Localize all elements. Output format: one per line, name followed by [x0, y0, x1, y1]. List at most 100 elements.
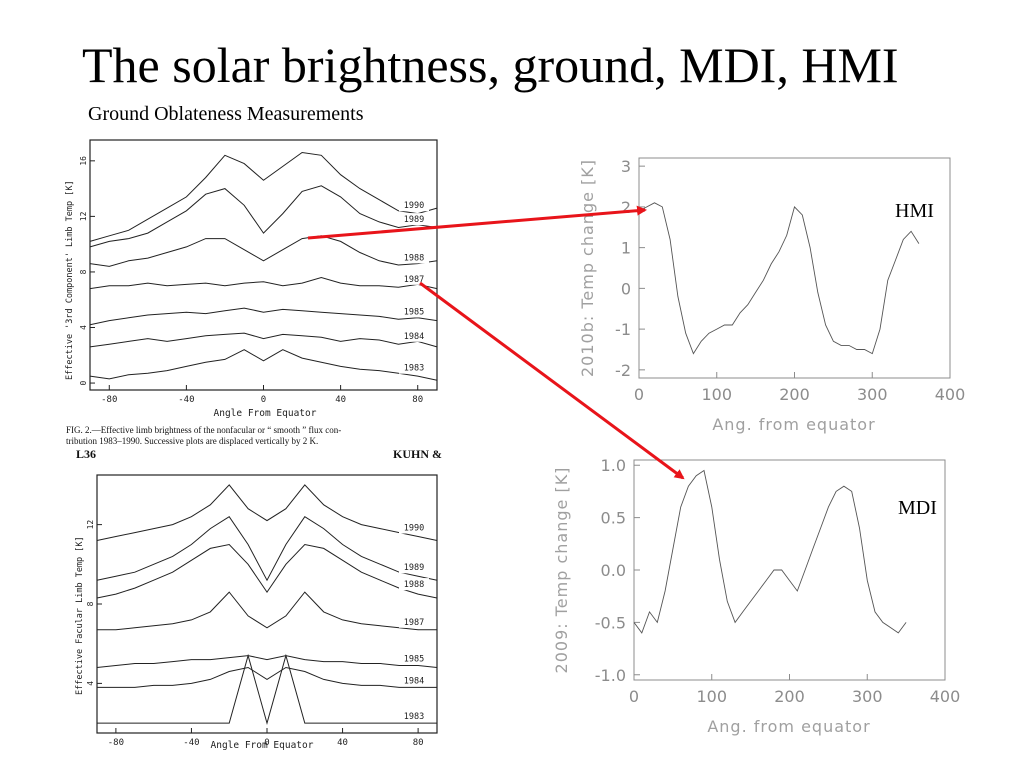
- y-tick-labels: -2 -1 0 1 2 3: [615, 157, 645, 380]
- y-tick-label-8: 8: [79, 269, 88, 274]
- series-lines: [638, 202, 920, 355]
- series-label-1988: 1988: [404, 253, 424, 263]
- series-line-1985: [89, 307, 438, 326]
- y-tick-label-0: 0: [79, 380, 88, 385]
- series-line-1983: [89, 349, 438, 381]
- y-tick-label-1: 1: [621, 239, 631, 258]
- y-tick-label-1: -1: [615, 320, 631, 339]
- series-line-1989: [96, 516, 438, 582]
- series-label-1984: 1984: [404, 676, 424, 686]
- x-axis-label: Ang. from equator: [712, 415, 875, 434]
- series-label-bg: [399, 615, 429, 628]
- series-name-labels: 1983 1984 1985 1987 1988 1989 1990: [399, 521, 429, 723]
- data-line-0: [633, 469, 907, 634]
- series-label-1987: 1987: [404, 275, 424, 285]
- series-label-1990: 1990: [404, 524, 424, 534]
- series-label-1983: 1983: [404, 364, 424, 374]
- x-tick-label-0: 0: [261, 395, 266, 405]
- x-tick-label-400: 400: [930, 687, 961, 706]
- y-tick-label-2: -2: [615, 361, 631, 380]
- series-lines: [96, 484, 438, 725]
- x-tick-labels: 0 100 200 300 400: [629, 674, 960, 706]
- series-label-1989: 1989: [404, 563, 424, 573]
- series-label-bg: [399, 329, 429, 342]
- x-tick-label-100: 100: [696, 687, 727, 706]
- series-line-1990: [89, 151, 438, 242]
- x-tick-label-200: 200: [774, 687, 805, 706]
- y-tick-labels: 4 8 12: [86, 520, 102, 686]
- x-tick-label-80: 80: [413, 738, 424, 748]
- y-tick-label-0-5: 0.5: [601, 509, 626, 528]
- series-name-labels: 1983 1984 1985 1987 1988 1989 1990: [399, 199, 429, 374]
- series-label-bg: [399, 305, 429, 318]
- y-tick-label-12: 12: [79, 211, 88, 221]
- series-label-1985: 1985: [404, 655, 424, 665]
- x-axis-label: Ang. from equator: [707, 717, 870, 736]
- x-tick-label-400: 400: [935, 385, 966, 404]
- series-lines: [633, 469, 907, 634]
- series-label-bg: [399, 213, 429, 226]
- series-line-1985: [96, 655, 438, 668]
- x-tick-label-40: 40: [337, 738, 348, 748]
- slide-title: The solar brightness, ground, MDI, HMI: [82, 37, 899, 93]
- arrow-1989-to-hmi: [307, 205, 647, 240]
- figure-caption-line-2: tribution 1983–1990. Successive plots ar…: [66, 436, 318, 446]
- series-label-1989: 1989: [404, 215, 424, 225]
- figure-caption-line-1: FIG. 2.—Effective limb brightness of the…: [66, 425, 341, 435]
- page-header-left: L36: [76, 447, 96, 461]
- series-label-bg: [399, 251, 429, 264]
- series-line-1984: [89, 332, 438, 348]
- series-label-bg: [399, 674, 429, 687]
- y-tick-label-2: 2: [621, 198, 631, 217]
- series-label-bg: [399, 710, 429, 723]
- x-tick-label-300: 300: [852, 687, 883, 706]
- series-label-bg: [399, 361, 429, 374]
- hmi-label: HMI: [895, 200, 934, 222]
- series-label-bg: [399, 199, 429, 212]
- y-axis-label: Effective Facular Limb Temp [K]: [75, 536, 85, 695]
- x-axis-label: Angle From Equator: [211, 740, 314, 751]
- arrow-1988-to-mdi: [419, 281, 685, 480]
- slide-subtitle: Ground Oblateness Measurements: [88, 103, 364, 125]
- series-line-1990: [96, 484, 438, 541]
- x-tick-label-40: -40: [183, 738, 199, 748]
- x-tick-label-80: -80: [108, 738, 124, 748]
- y-tick-label-0-0: 0.0: [601, 561, 626, 580]
- series-label-1988: 1988: [404, 580, 424, 590]
- series-label-bg: [399, 521, 429, 534]
- series-label-bg: [399, 272, 429, 285]
- series-line-1988: [89, 235, 438, 267]
- data-line-0: [638, 202, 920, 355]
- y-tick-label-4: 4: [79, 325, 88, 330]
- x-tick-label-0: 0: [629, 687, 639, 706]
- series-line-1987: [89, 276, 438, 290]
- y-tick-label-4: 4: [86, 681, 95, 686]
- y-tick-label-0: 0: [621, 279, 631, 298]
- series-line-1983: [97, 653, 437, 725]
- y-tick-label-1-0: -1.0: [595, 666, 626, 685]
- x-tick-labels: -80 -40 0 40 80: [108, 728, 424, 748]
- x-tick-label-100: 100: [701, 385, 732, 404]
- y-axis-label: Effective '3rd Component' Limb Temp [K]: [65, 180, 75, 380]
- y-tick-label-1-0: 1.0: [601, 456, 626, 475]
- x-tick-labels: -80 -40 0 40 80: [101, 385, 423, 405]
- mdi-label: MDI: [898, 497, 937, 519]
- x-tick-label-300: 300: [857, 385, 888, 404]
- y-axis-label: 2009: Temp change [K]: [552, 467, 571, 674]
- scan-plot-third-component: -80 -40 0 40 80 0 4 8 12 16 1983 1984 1985 1987 1988…: [65, 139, 438, 446]
- series-line-1984: [97, 666, 437, 688]
- x-tick-label-80: -80: [101, 395, 117, 405]
- y-tick-label-8: 8: [86, 601, 95, 606]
- y-tick-label-0-5: -0.5: [595, 613, 626, 632]
- y-tick-label-16: 16: [79, 156, 88, 166]
- y-tick-labels: 0 4 8 12 16: [79, 156, 95, 385]
- mdi-temp-change-plot: 0 100 200 300 400 -1.0 -0.5 0.0 0.5 1.0 2009: Te…: [552, 456, 960, 736]
- y-tick-label-12: 12: [86, 520, 95, 530]
- y-tick-label-3: 3: [621, 157, 631, 176]
- series-line-1988: [96, 543, 438, 599]
- x-tick-labels: 0 100 200 300 400: [634, 372, 965, 404]
- x-tick-label-0: 0: [634, 385, 644, 404]
- x-tick-label-80: 80: [412, 395, 423, 405]
- series-label-1983: 1983: [404, 712, 424, 722]
